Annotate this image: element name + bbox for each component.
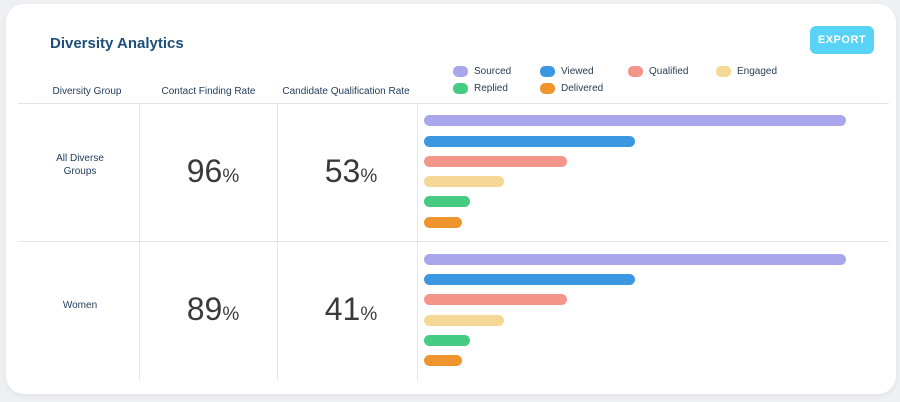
column-header-diversity-group: Diversity Group bbox=[52, 86, 122, 97]
contact-rate-value: 89 bbox=[186, 291, 223, 327]
bar-sourced bbox=[424, 254, 846, 265]
percent-sign: % bbox=[222, 304, 240, 325]
bar-sourced bbox=[424, 115, 846, 126]
contact-rate-value: 96 bbox=[186, 153, 223, 189]
legend-label-delivered: Delivered bbox=[561, 83, 604, 94]
qualification-rate-value: 53 bbox=[324, 153, 361, 189]
bar-viewed bbox=[424, 274, 635, 285]
legend-item-replied: Replied bbox=[453, 83, 508, 94]
percent-sign: % bbox=[222, 166, 240, 187]
bar-replied bbox=[424, 196, 470, 207]
legend-label-viewed: Viewed bbox=[561, 66, 594, 77]
bar-qualified bbox=[424, 156, 567, 167]
legend-swatch-engaged bbox=[716, 66, 731, 77]
legend-item-engaged: Engaged bbox=[716, 66, 777, 77]
legend-swatch-delivered bbox=[540, 83, 555, 94]
legend-item-qualified: Qualified bbox=[628, 66, 688, 77]
legend-swatch-sourced bbox=[453, 66, 468, 77]
column-header-contact-finding-rate: Contact Finding Rate bbox=[161, 86, 256, 97]
bar-engaged bbox=[424, 315, 504, 326]
legend-label-sourced: Sourced bbox=[474, 66, 512, 77]
contact-rate-women: 89% bbox=[148, 291, 278, 328]
qualification-rate-value: 41 bbox=[324, 291, 361, 327]
bar-delivered bbox=[424, 355, 462, 366]
bar-viewed bbox=[424, 136, 635, 147]
group-label-all-diverse-groups: All Diverse Groups bbox=[56, 153, 104, 177]
legend-label-replied: Replied bbox=[474, 83, 508, 94]
legend-swatch-qualified bbox=[628, 66, 643, 77]
bar-engaged bbox=[424, 176, 504, 187]
legend-label-engaged: Engaged bbox=[737, 66, 778, 77]
bar-replied bbox=[424, 335, 470, 346]
legend-item-viewed: Viewed bbox=[540, 66, 594, 77]
legend-label-qualified: Qualified bbox=[649, 66, 689, 77]
group-label-women: Women bbox=[62, 300, 98, 311]
column-divider-2 bbox=[277, 104, 278, 380]
qualification-rate-women: 41% bbox=[286, 291, 416, 328]
legend-swatch-viewed bbox=[540, 66, 555, 77]
table-divider-middle bbox=[18, 241, 889, 242]
bar-qualified bbox=[424, 294, 567, 305]
page-title: Diversity Analytics bbox=[50, 35, 184, 52]
qualification-rate-all-diverse-groups: 53% bbox=[286, 153, 416, 190]
table-divider-top bbox=[18, 103, 889, 104]
legend-item-delivered: Delivered bbox=[540, 83, 603, 94]
legend-swatch-replied bbox=[453, 83, 468, 94]
bar-delivered bbox=[424, 217, 462, 228]
percent-sign: % bbox=[360, 166, 378, 187]
column-divider-1 bbox=[139, 104, 140, 380]
legend-item-sourced: Sourced bbox=[453, 66, 511, 77]
column-header-candidate-qualification-rate: Candidate Qualification Rate bbox=[282, 86, 410, 97]
export-button[interactable]: EXPORT bbox=[810, 26, 874, 54]
column-divider-3 bbox=[417, 104, 418, 380]
contact-rate-all-diverse-groups: 96% bbox=[148, 153, 278, 190]
percent-sign: % bbox=[360, 304, 378, 325]
